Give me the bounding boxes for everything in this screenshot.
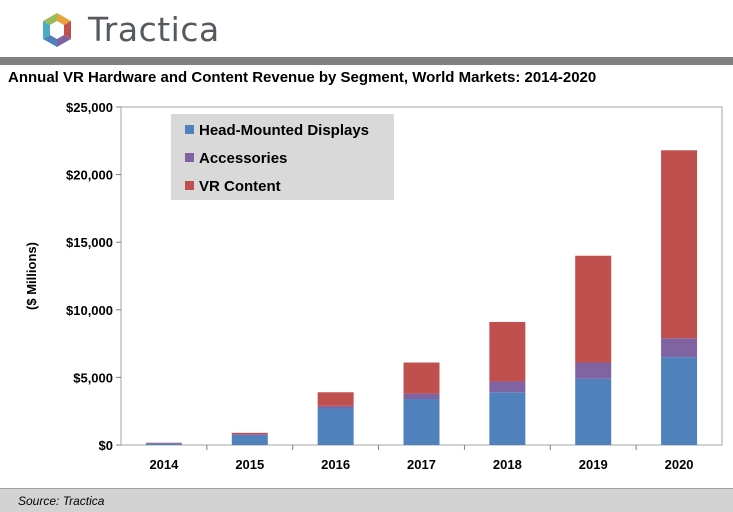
x-tick-label: 2019 — [579, 457, 608, 472]
bar-vr-content-2019 — [575, 256, 611, 363]
bar-accessories-2014 — [146, 443, 182, 444]
stacked-bar-chart: $0 $5,000 $10,000 $15,000 $20,000 $25,000 2014… — [0, 0, 733, 488]
x-tick-label: 2014 — [149, 457, 179, 472]
bar-accessories-2019 — [575, 363, 611, 379]
bar-head-mounted-displays-2016 — [318, 408, 354, 445]
bar-vr-content-2015 — [232, 433, 268, 434]
legend-swatch — [185, 153, 194, 162]
bar-head-mounted-displays-2014 — [146, 444, 182, 445]
legend-swatch — [185, 125, 194, 134]
y-tick-label: $15,000 — [66, 235, 113, 250]
y-tick-label: $25,000 — [66, 100, 113, 115]
bar-vr-content-2016 — [318, 392, 354, 406]
y-tick-label: $0 — [99, 438, 113, 453]
bar-vr-content-2020 — [661, 150, 697, 338]
bar-accessories-2020 — [661, 338, 697, 357]
legend-label: VR Content — [199, 178, 281, 195]
x-tick-label: 2017 — [407, 457, 436, 472]
bar-accessories-2017 — [404, 394, 440, 399]
legend-label: Head-Mounted Displays — [199, 122, 369, 139]
x-tick-label: 2016 — [321, 457, 350, 472]
bar-accessories-2016 — [318, 406, 354, 409]
bar-head-mounted-displays-2018 — [489, 392, 525, 445]
x-tick-label: 2015 — [235, 457, 264, 472]
bar-head-mounted-displays-2019 — [575, 379, 611, 445]
legend-swatch — [185, 181, 194, 190]
bar-head-mounted-displays-2020 — [661, 357, 697, 445]
x-tick-label: 2020 — [665, 457, 694, 472]
footer: Source: Tractica — [0, 488, 733, 512]
bar-accessories-2018 — [489, 381, 525, 392]
bar-vr-content-2018 — [489, 322, 525, 381]
y-tick-label: $10,000 — [66, 303, 113, 318]
x-tick-label: 2018 — [493, 457, 522, 472]
bar-head-mounted-displays-2015 — [232, 436, 268, 445]
y-tick-label: $20,000 — [66, 168, 113, 183]
bar-vr-content-2017 — [404, 363, 440, 394]
bar-accessories-2015 — [232, 434, 268, 435]
y-tick-label: $5,000 — [73, 370, 113, 385]
legend: Head-Mounted Displays Accessories VR Conte… — [171, 114, 394, 200]
bar-head-mounted-displays-2017 — [404, 399, 440, 445]
legend-label: Accessories — [199, 150, 287, 167]
y-axis-label: ($ Millions) — [24, 242, 39, 310]
source-note: Source: Tractica — [18, 494, 104, 508]
